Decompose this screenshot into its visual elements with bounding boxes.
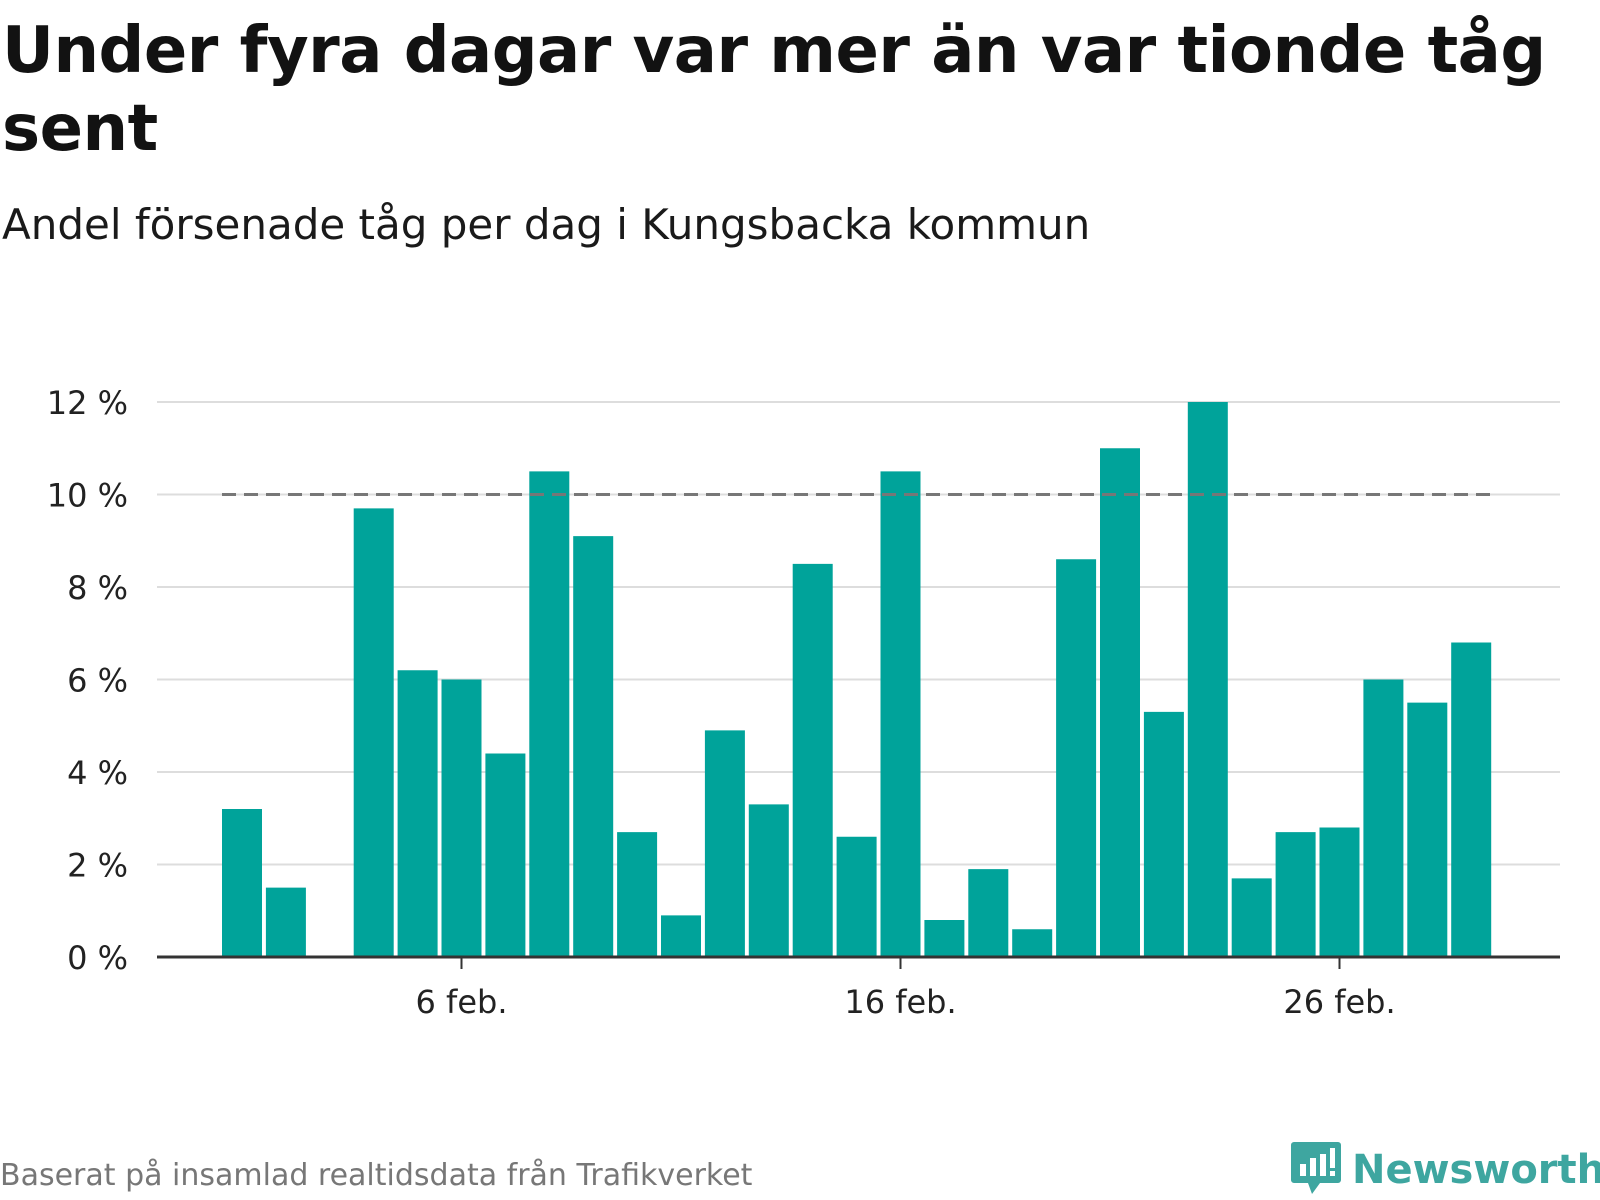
x-tick-label: 16 feb. (844, 983, 956, 1020)
bar (792, 563, 833, 957)
bar (617, 832, 658, 957)
y-tick-label: 8 % (67, 569, 128, 607)
bar (661, 915, 701, 957)
bar (441, 679, 482, 957)
y-tick-label: 12 % (47, 384, 128, 422)
bar (573, 536, 614, 957)
bar (924, 920, 965, 957)
chart-subtitle: Andel försenade tåg per dag i Kungsbacka… (2, 200, 1091, 249)
bar (836, 836, 877, 957)
bar (265, 887, 306, 957)
bar (529, 471, 570, 957)
bar-chart-speech-bubble-icon (1290, 1140, 1342, 1200)
y-tick-label: 6 % (67, 662, 128, 700)
bar (1056, 559, 1097, 957)
bar (748, 804, 789, 957)
bar (968, 869, 1009, 957)
x-tick-label: 6 feb. (416, 983, 508, 1020)
y-tick-label: 2 % (67, 847, 128, 885)
source-note: Baserat på insamlad realtidsdata från Tr… (0, 1158, 753, 1193)
y-tick-label: 10 % (47, 477, 128, 515)
bar (704, 730, 745, 957)
chart-title: Under fyra dagar var mer än var tionde t… (2, 14, 1546, 166)
bar (1407, 702, 1448, 957)
y-tick-label: 4 % (67, 754, 128, 792)
bar (1143, 711, 1184, 957)
y-tick-label: 0 % (67, 939, 128, 977)
bar (1100, 448, 1140, 957)
x-tick-label: 26 feb. (1283, 983, 1395, 1020)
bar (1451, 642, 1492, 957)
bar (397, 670, 438, 957)
brand-name: Newsworthy (1352, 1147, 1600, 1193)
bar (1319, 827, 1360, 957)
brand-logo[interactable]: Newsworthy (1290, 1140, 1600, 1200)
bar (1275, 832, 1316, 957)
bar (222, 809, 262, 957)
bar (1187, 402, 1228, 957)
bar (1363, 679, 1404, 957)
bar (353, 508, 394, 957)
bar-chart: 0 % 2 % 4 % 6 % 8 % 10 % 12 % 6 feb. 16 feb. 26 f… (47, 384, 1560, 1020)
bar (1012, 929, 1053, 957)
bar (880, 471, 921, 957)
bar (485, 753, 526, 957)
bar (1231, 878, 1272, 957)
